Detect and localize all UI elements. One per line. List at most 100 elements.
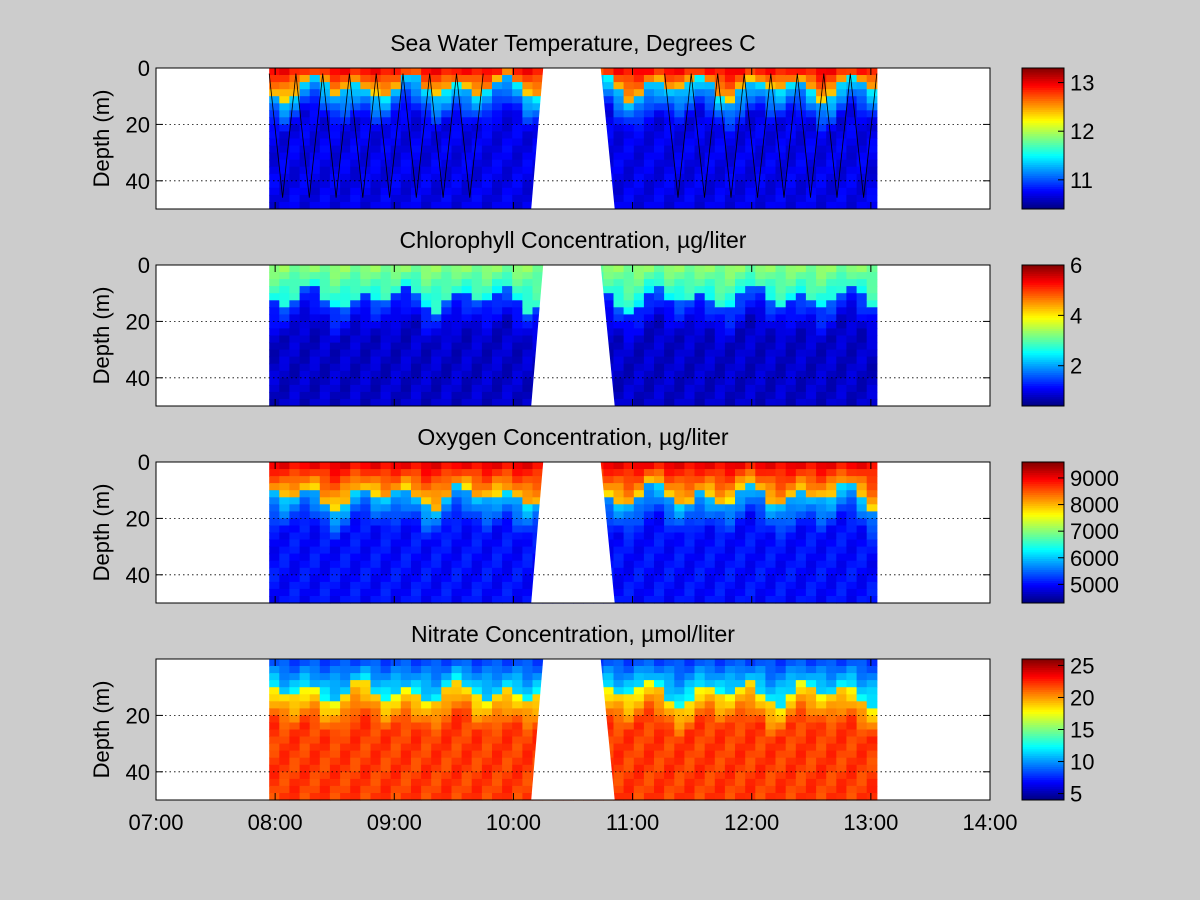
heatmap-cell: [633, 694, 645, 702]
heatmap-cell: [279, 560, 290, 569]
heatmap-cell: [441, 553, 452, 562]
heatmap-cell: [714, 370, 726, 379]
heatmap-cell: [714, 729, 726, 738]
heatmap-cell: [461, 525, 473, 534]
heatmap-cell: [745, 68, 756, 76]
heatmap-cell: [502, 771, 513, 780]
heatmap-cell: [522, 117, 534, 125]
heatmap-cell: [613, 553, 625, 562]
heatmap-cell: [613, 750, 625, 759]
heatmap-cell: [856, 131, 868, 139]
heatmap-cell: [664, 588, 675, 597]
heatmap-cell: [492, 701, 503, 709]
heatmap-cell: [512, 588, 523, 597]
heatmap-cell: [654, 68, 665, 76]
heatmap-cell: [451, 588, 463, 597]
heatmap-cell: [623, 152, 635, 161]
heatmap-cell: [805, 666, 817, 674]
heatmap-cell: [431, 743, 442, 752]
heatmap-cell: [664, 708, 675, 716]
heatmap-cell: [633, 715, 645, 723]
heatmap-cell: [319, 363, 331, 372]
heatmap-cell: [714, 483, 726, 491]
heatmap-cell: [481, 490, 493, 498]
heatmap-cell: [522, 131, 534, 139]
heatmap-cell: [674, 377, 685, 386]
heatmap-cell: [481, 286, 493, 294]
heatmap-cell: [654, 145, 665, 154]
heatmap-cell: [846, 525, 858, 534]
colorbar-swatch: [1022, 112, 1064, 115]
heatmap-cell: [623, 391, 635, 400]
heatmap-cell: [816, 574, 827, 583]
heatmap-cell: [421, 504, 432, 512]
heatmap-cell: [441, 96, 452, 104]
colorbar-swatch: [1022, 596, 1064, 600]
heatmap-cell: [745, 504, 756, 512]
colorbar-swatch: [1022, 175, 1064, 179]
heatmap-cell: [745, 694, 756, 702]
heatmap-cell: [340, 286, 351, 294]
heatmap-cell: [360, 743, 371, 752]
heatmap-cell: [340, 398, 351, 407]
heatmap-cell: [441, 469, 452, 477]
heatmap-cell: [795, 546, 807, 555]
heatmap-cell: [492, 708, 503, 716]
heatmap-cell: [380, 265, 392, 273]
heatmap-cell: [836, 391, 847, 400]
heatmap-cell: [441, 588, 452, 597]
heatmap-cell: [664, 173, 675, 182]
heatmap-cell: [360, 194, 371, 203]
heatmap-cell: [674, 265, 685, 273]
heatmap-cell: [765, 694, 777, 702]
heatmap-cell: [492, 736, 503, 745]
heatmap-cell: [279, 469, 290, 477]
heatmap-cell: [674, 356, 685, 365]
heatmap-cell: [319, 553, 331, 562]
heatmap-cell: [714, 272, 726, 280]
heatmap-cell: [411, 659, 422, 667]
heatmap-cell: [795, 286, 807, 294]
heatmap-cell: [795, 138, 807, 147]
heatmap-cell: [664, 194, 675, 203]
y-tick-label: 20: [126, 112, 150, 137]
heatmap-cell: [623, 764, 635, 773]
heatmap-cell: [309, 117, 321, 125]
heatmap-cell: [390, 736, 402, 745]
heatmap-cell: [755, 307, 766, 315]
heatmap-cell: [684, 145, 696, 154]
heatmap-cell: [441, 708, 452, 716]
heatmap-cell: [512, 377, 523, 386]
heatmap-cell: [451, 159, 463, 168]
heatmap-cell: [684, 462, 696, 470]
heatmap-cell: [755, 532, 766, 541]
heatmap-cell: [502, 377, 513, 386]
heatmap-cell: [512, 511, 523, 519]
heatmap-cell: [532, 680, 544, 688]
heatmap-cell: [289, 715, 301, 723]
heatmap-cell: [623, 265, 635, 273]
heatmap-cell: [502, 159, 513, 168]
heatmap-cell: [704, 476, 716, 484]
heatmap-cell: [694, 180, 706, 189]
heatmap-cell: [745, 370, 756, 379]
heatmap-cell: [380, 286, 392, 294]
heatmap-cell: [370, 793, 382, 801]
heatmap-cell: [471, 117, 483, 125]
heatmap-cell: [846, 511, 858, 519]
heatmap-cell: [360, 272, 371, 280]
heatmap-cell: [714, 539, 726, 548]
heatmap-cell: [309, 764, 321, 773]
heatmap-cell: [279, 757, 290, 766]
heatmap-cell: [694, 300, 706, 308]
heatmap-cell: [836, 518, 847, 526]
heatmap-cell: [360, 722, 371, 731]
heatmap-cell: [421, 166, 432, 175]
heatmap-cell: [664, 560, 675, 569]
heatmap-cell: [451, 757, 463, 766]
heatmap-cell: [755, 131, 766, 139]
heatmap-cell: [623, 173, 635, 182]
heatmap-cell: [309, 75, 321, 83]
heatmap-cell: [674, 757, 685, 766]
heatmap-cell: [522, 497, 534, 505]
